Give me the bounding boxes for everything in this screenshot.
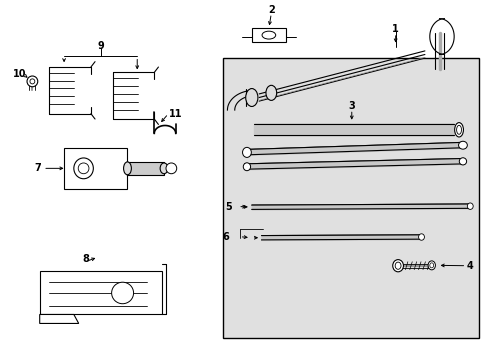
Text: 2: 2 [267, 5, 274, 15]
Polygon shape [40, 315, 79, 323]
Ellipse shape [243, 163, 250, 171]
Ellipse shape [265, 85, 276, 100]
Ellipse shape [160, 163, 167, 174]
Ellipse shape [456, 125, 461, 134]
Text: 9: 9 [97, 41, 104, 50]
Ellipse shape [392, 260, 403, 272]
Ellipse shape [242, 147, 251, 157]
Ellipse shape [429, 263, 433, 268]
Ellipse shape [78, 163, 89, 174]
Ellipse shape [111, 282, 133, 304]
Ellipse shape [458, 141, 467, 149]
Text: 8: 8 [82, 254, 89, 264]
Ellipse shape [245, 89, 257, 107]
Text: 1: 1 [391, 24, 398, 35]
Bar [251, 28, 285, 42]
Ellipse shape [427, 261, 434, 270]
Ellipse shape [458, 158, 466, 165]
Bar [127, 162, 163, 175]
Ellipse shape [30, 79, 35, 84]
Ellipse shape [27, 76, 38, 87]
Ellipse shape [123, 162, 131, 175]
Ellipse shape [74, 158, 93, 179]
Ellipse shape [418, 234, 424, 240]
Ellipse shape [394, 262, 400, 269]
Text: 4: 4 [466, 261, 472, 271]
Bar [64, 148, 127, 189]
Text: 3: 3 [347, 102, 354, 112]
Text: 6: 6 [222, 232, 228, 242]
Ellipse shape [165, 163, 176, 174]
Bar [40, 271, 161, 315]
Text: 5: 5 [225, 202, 232, 212]
Ellipse shape [467, 203, 472, 210]
Ellipse shape [454, 123, 463, 137]
Ellipse shape [262, 31, 275, 39]
Text: 7: 7 [34, 163, 41, 174]
Bar [222, 58, 478, 338]
Text: 11: 11 [168, 109, 182, 119]
Text: 10: 10 [13, 69, 26, 79]
